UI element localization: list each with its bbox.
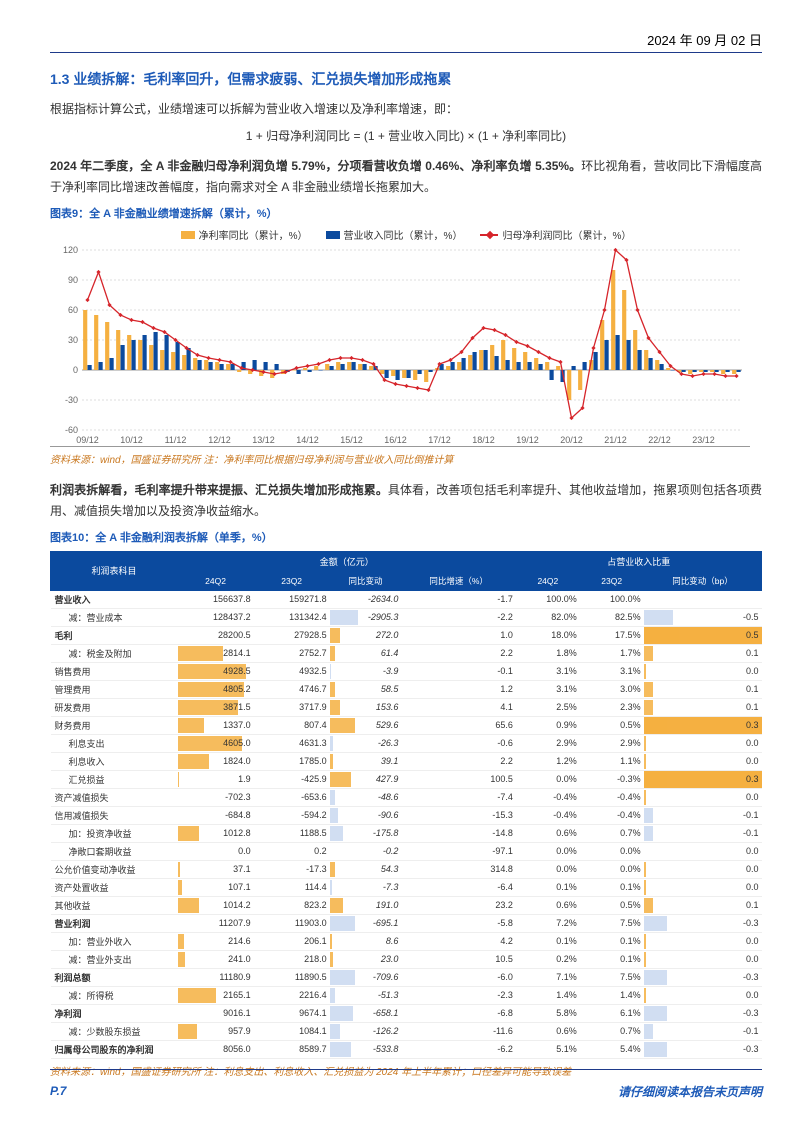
chart10-table: 利润表科目金额（亿元）占营业收入比重24Q223Q2同比变动同比增速（%）24Q… [50, 551, 762, 1059]
svg-text:18/12: 18/12 [472, 435, 495, 445]
chart9-title: 图表9：全 A 非金融业绩增速拆解（累计，%） [50, 205, 762, 221]
svg-text:09/12: 09/12 [76, 435, 99, 445]
svg-text:60: 60 [68, 305, 78, 315]
svg-text:23/12: 23/12 [692, 435, 715, 445]
svg-text:20/12: 20/12 [560, 435, 583, 445]
para-2: 2024 年二季度，全 A 非金融归母净利润负增 5.79%，分项看营收负增 0… [50, 156, 762, 197]
svg-text:10/12: 10/12 [120, 435, 143, 445]
svg-text:19/12: 19/12 [516, 435, 539, 445]
svg-text:21/12: 21/12 [604, 435, 627, 445]
svg-text:30: 30 [68, 335, 78, 345]
svg-text:90: 90 [68, 275, 78, 285]
formula: 1 + 归母净利润同比 = (1 + 营业收入同比) × (1 + 净利率同比) [50, 127, 762, 144]
svg-text:12/12: 12/12 [208, 435, 231, 445]
date-header: 2024 年 09 月 02 日 [50, 30, 762, 49]
chart10-source: 资料来源：wind，国盛证券研究所 注：利息支出、利息收入、汇兑损益为 2024… [50, 1063, 762, 1078]
chart9-legend: 净利率同比（累计，%） 营业收入同比（累计，%） 归母净利润同比（累计，%） [50, 227, 762, 242]
svg-text:22/12: 22/12 [648, 435, 671, 445]
svg-text:11/12: 11/12 [165, 435, 187, 445]
svg-text:-60: -60 [65, 425, 78, 435]
section-title: 1.3 业绩拆解：毛利率回升，但需求疲弱、汇兑损失增加形成拖累 [50, 69, 762, 89]
svg-text:0: 0 [73, 365, 78, 375]
svg-text:16/12: 16/12 [384, 435, 407, 445]
svg-text:13/12: 13/12 [252, 435, 275, 445]
chart9-source: 资料来源：wind，国盛证券研究所 注：净利率同比根据归母净利润与营业收入同比倒… [50, 451, 762, 466]
svg-text:120: 120 [63, 246, 78, 255]
page-number: P.7 [50, 1084, 66, 1098]
footer-disclaimer: 请仔细阅读本报告末页声明 [618, 1083, 762, 1100]
svg-text:-30: -30 [65, 395, 78, 405]
svg-text:14/12: 14/12 [296, 435, 319, 445]
para-3: 利润表拆解看，毛利率提升带来提振、汇兑损失增加形成拖累。具体看，改善项包括毛利率… [50, 480, 762, 521]
chart10-title: 图表10：全 A 非金融利润表拆解（单季，%） [50, 529, 762, 545]
footer-rule [50, 1069, 762, 1070]
para-1: 根据指标计算公式，业绩增速可以拆解为营业收入增速以及净利率增速，即： [50, 99, 762, 119]
svg-text:17/12: 17/12 [428, 435, 451, 445]
svg-text:15/12: 15/12 [340, 435, 363, 445]
chart9-plot: -60 -30 0 30 60 90 120 09/12 10/12 11/12 12/12 13/1… [50, 246, 750, 447]
top-rule [50, 52, 762, 53]
